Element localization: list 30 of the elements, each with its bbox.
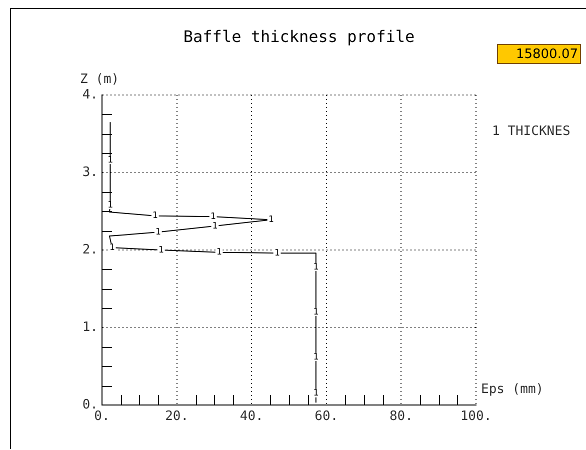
x-tick-label: 100. [460,409,492,424]
annotation: 1 [313,352,319,362]
annotation: 1 [108,155,113,166]
x-tick-label: 60. [314,409,338,424]
chart-title: Baffle thickness profile [183,27,415,46]
text: 15800.07 [497,44,581,64]
x-tick-label: 40. [240,409,264,424]
x-tick-label: 80. [389,409,413,424]
y-tick-label: 2. [82,242,98,258]
y-tick-label: 3. [82,164,98,180]
x-tick-label: 20. [165,409,189,424]
annotation: 1 [158,245,164,256]
annotation: 1 [313,307,319,318]
y-tick-label: 4. [82,87,98,102]
y-tick-label: 1. [82,320,98,335]
text: 1 THICKNES [492,124,570,139]
annotation: 1 [212,221,218,232]
annotation: 1 [210,212,216,222]
y-axis-title: Z (m) [80,72,120,87]
annotation: 1 [108,200,113,210]
annotation: 1 [152,211,158,222]
x-tick-label: 0. [94,409,110,424]
annotation: 1 [155,228,161,238]
x-axis-title: Eps (mm) [481,382,544,397]
annotation: 1 [268,215,274,226]
annotation: 1 [313,262,319,272]
annotation: 1 [216,248,222,258]
annotation: 1 [313,388,319,399]
annotation: 1 [274,248,280,258]
annotation: 1 [109,243,115,254]
